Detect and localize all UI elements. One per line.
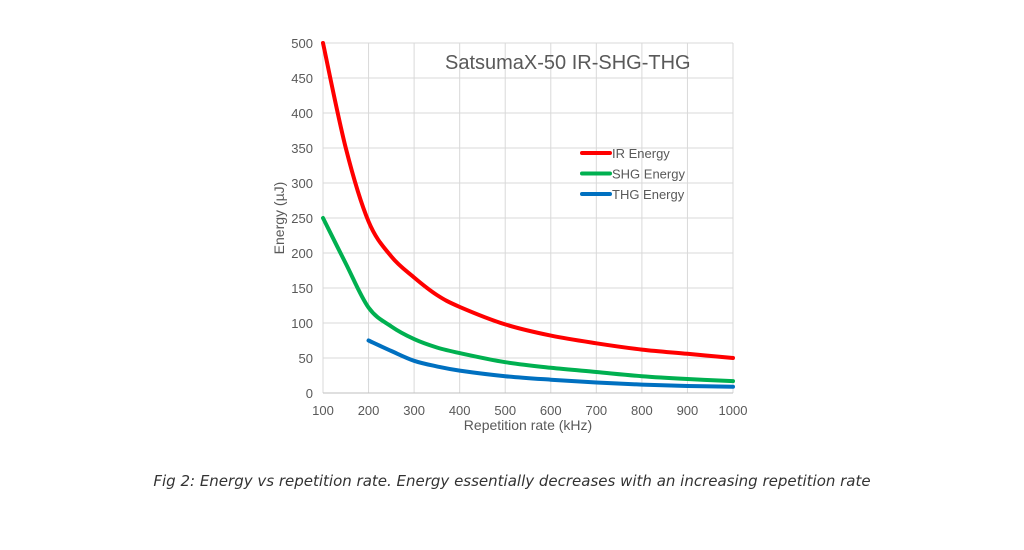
x-tick-label: 700	[585, 403, 607, 418]
x-axis-ticks: 100 200 300 400 500 600 700 800 900 1000	[312, 403, 747, 418]
x-tick-label: 200	[358, 403, 380, 418]
series-line-thg-energy	[366, 338, 735, 389]
legend-label: SHG Energy	[612, 167, 685, 182]
x-tick-label: 1000	[719, 403, 748, 418]
chart-title: SatsumaX-50 IR-SHG-THG	[445, 52, 691, 74]
y-tick-label: 150	[291, 281, 313, 296]
x-tick-label: 600	[540, 403, 562, 418]
energy-chart: 100 200 300 400 500 600 700 800 900 1000 0 50 100 15…	[271, 36, 747, 433]
y-tick-label: 50	[299, 351, 313, 366]
figure-caption: Fig 2: Energy vs repetition rate. Energy…	[153, 472, 871, 490]
y-tick-label: 500	[291, 36, 313, 51]
series-line-shg-energy	[321, 216, 735, 384]
y-tick-label: 300	[291, 176, 313, 191]
y-tick-label: 350	[291, 141, 313, 156]
y-tick-label: 400	[291, 106, 313, 121]
legend: IR Energy SHG Energy THG Energy	[580, 146, 685, 202]
y-tick-label: 100	[291, 316, 313, 331]
x-tick-label: 100	[312, 403, 334, 418]
x-tick-label: 900	[677, 403, 699, 418]
y-tick-label: 0	[306, 386, 313, 401]
grid	[322, 42, 734, 394]
x-tick-label: 800	[631, 403, 653, 418]
x-tick-label: 500	[494, 403, 516, 418]
series-line-ir-energy	[321, 41, 735, 360]
x-tick-label: 400	[449, 403, 471, 418]
legend-label: IR Energy	[612, 146, 670, 161]
x-axis-label: Repetition rate (kHz)	[464, 417, 592, 433]
y-axis-label: Energy (µJ)	[271, 182, 287, 255]
y-tick-label: 250	[291, 211, 313, 226]
series-lines	[321, 41, 735, 389]
x-tick-label: 300	[403, 403, 425, 418]
y-axis-ticks: 0 50 100 150 200 250 300 350 400 450 500	[291, 36, 313, 401]
legend-label: THG Energy	[612, 187, 685, 202]
y-tick-label: 450	[291, 71, 313, 86]
y-tick-label: 200	[291, 246, 313, 261]
